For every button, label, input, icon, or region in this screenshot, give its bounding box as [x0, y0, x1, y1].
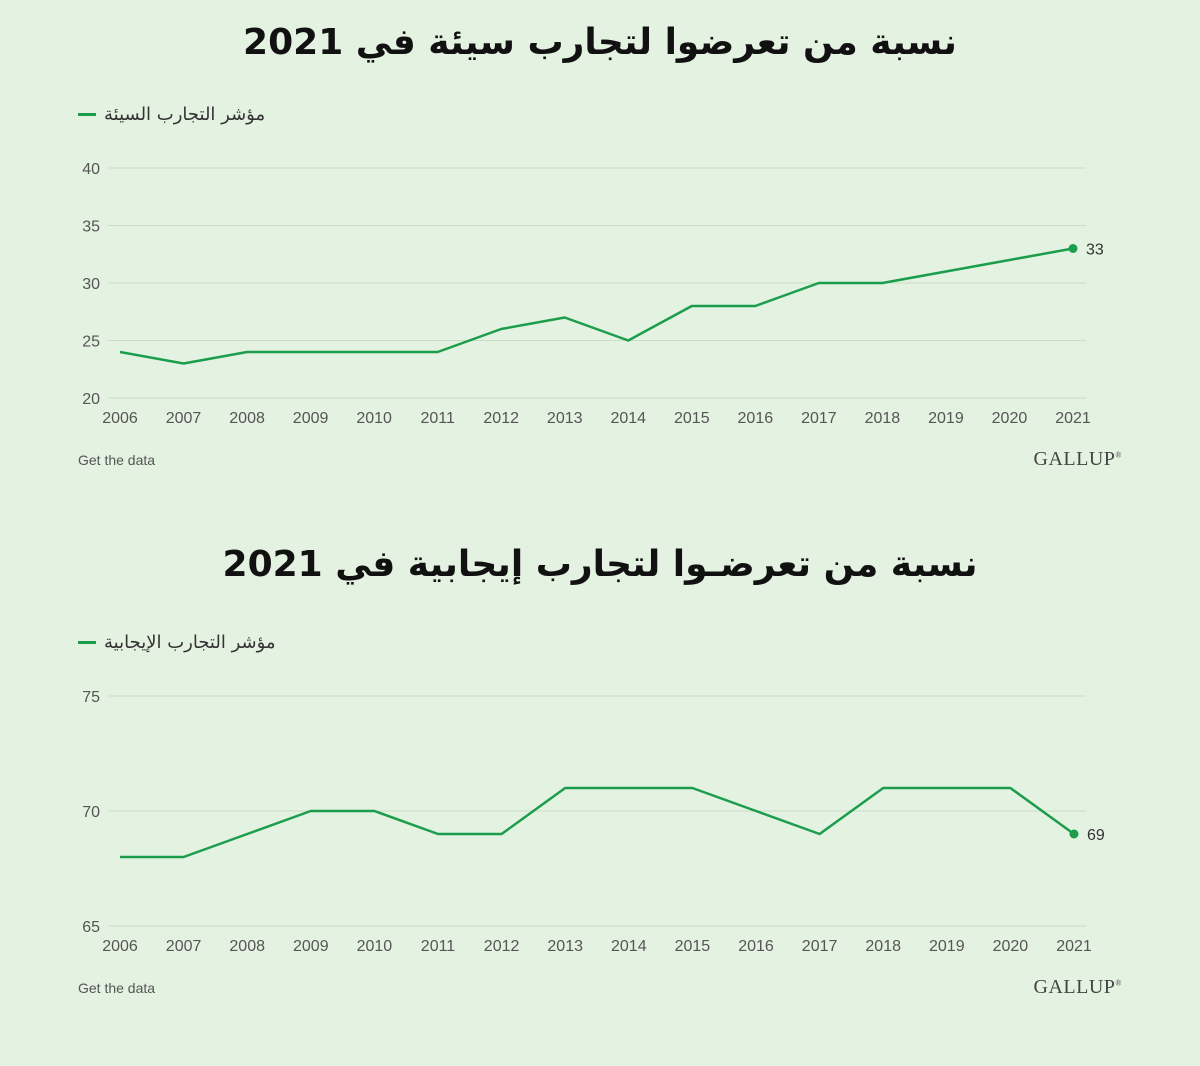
x-tick-label: 2010	[357, 938, 393, 955]
x-tick-label: 2015	[675, 938, 711, 955]
x-tick-label: 2018	[865, 938, 901, 955]
y-tick-label: 30	[82, 276, 100, 293]
chart-title: نسبة من تعرضـوا لتجارب إيجابية في 2021	[222, 544, 978, 585]
y-tick-label: 75	[82, 689, 100, 706]
legend-swatch	[78, 113, 96, 116]
chart-title: نسبة من تعرضوا لتجارب سيئة في 2021	[243, 22, 957, 63]
y-tick-label: 65	[82, 919, 100, 936]
gallup-logo-text: GALLUP	[1033, 448, 1116, 470]
chart-panel-positive: نسبة من تعرضـوا لتجارب إيجابية في 2021 م…	[0, 528, 1200, 1066]
x-tick-label: 2009	[293, 410, 329, 427]
x-tick-label: 2011	[421, 938, 456, 955]
x-tick-label: 2018	[865, 410, 901, 427]
x-tick-label: 2007	[166, 410, 202, 427]
x-tick-label: 2006	[102, 410, 138, 427]
x-tick-label: 2006	[102, 938, 138, 955]
end-value-label: 33	[1086, 242, 1104, 259]
x-tick-label: 2021	[1056, 938, 1092, 955]
x-tick-label: 2007	[166, 938, 202, 955]
x-tick-label: 2012	[483, 410, 519, 427]
series-line	[120, 786, 1075, 859]
end-point	[1068, 244, 1078, 253]
x-tick-label: 2015	[674, 410, 710, 427]
x-tick-label: 2008	[229, 410, 265, 427]
x-tick-label: 2021	[1055, 410, 1091, 427]
legend-swatch	[78, 641, 96, 644]
x-tick-label: 2020	[993, 938, 1029, 955]
y-tick-label: 40	[82, 161, 100, 178]
y-tick-label: 70	[82, 804, 100, 821]
x-tick-label: 2017	[801, 410, 837, 427]
x-tick-label: 2012	[484, 938, 520, 955]
y-tick-label: 35	[82, 219, 100, 236]
x-tick-label: 2013	[547, 410, 583, 427]
legend-label: مؤشر التجارب الإيجابية	[104, 632, 276, 653]
x-tick-label: 2016	[738, 938, 774, 955]
get-the-data-link[interactable]: Get the data	[78, 452, 156, 468]
x-tick-label: 2009	[293, 938, 329, 955]
line-chart-negative: 20 25 30 35 40 2006 2007 2008 2009 2010 2011 2012 20…	[82, 161, 1104, 427]
series-line	[119, 247, 1074, 365]
legend: مؤشر التجارب السيئة	[78, 104, 265, 125]
gallup-logo-text: GALLUP	[1033, 976, 1116, 998]
x-tick-label: 2013	[547, 938, 583, 955]
legend-label: مؤشر التجارب السيئة	[104, 104, 266, 125]
line-chart-positive: 65 70 75 2006 2007 2008 2009 2010 2011 2012 2013 20…	[82, 689, 1105, 955]
gallup-logo: GALLUP®	[1033, 976, 1122, 998]
x-tick-label: 2010	[356, 410, 392, 427]
legend: مؤشر التجارب الإيجابية	[78, 632, 276, 653]
x-tick-label: 2019	[929, 938, 965, 955]
x-tick-label: 2019	[928, 410, 964, 427]
y-tick-label: 20	[82, 391, 100, 408]
y-tick-label: 25	[82, 334, 100, 351]
end-point	[1069, 829, 1079, 839]
x-tick-label: 2014	[611, 938, 647, 955]
end-value-label: 69	[1087, 827, 1105, 844]
x-tick-label: 2008	[229, 938, 265, 955]
x-tick-label: 2020	[992, 410, 1028, 427]
x-tick-label: 2014	[610, 410, 646, 427]
x-tick-label: 2016	[738, 410, 774, 427]
x-tick-label: 2011	[420, 410, 455, 427]
chart-panel-negative: نسبة من تعرضوا لتجارب سيئة في 2021 مؤشر …	[0, 0, 1200, 528]
gallup-logo: GALLUP®	[1033, 448, 1122, 470]
x-tick-label: 2017	[802, 938, 838, 955]
get-the-data-link[interactable]: Get the data	[78, 980, 156, 996]
